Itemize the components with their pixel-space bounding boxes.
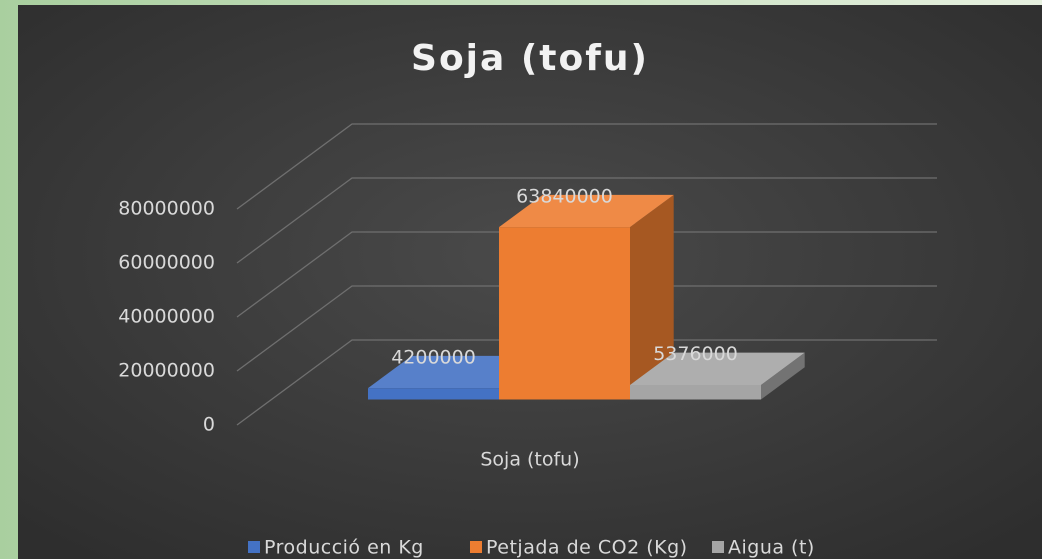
bar-side [630,194,674,400]
grid-line [236,123,937,210]
grid-line [236,285,937,372]
grid-line [236,231,937,318]
y-tick-label: 60000000 [118,252,215,274]
legend-label: Petjada de CO2 (Kg) [486,537,688,559]
data-label: 63840000 [516,185,613,207]
y-tick-label: 40000000 [118,306,215,328]
data-label: 4200000 [391,346,476,368]
bar [499,227,630,400]
legend-marker [470,541,482,553]
data-label: 5376000 [653,343,738,365]
bar [368,388,499,400]
grid-line [236,177,937,264]
bar-side [761,352,805,400]
bar [630,384,761,400]
chart-title: Soja (tofu) [411,38,649,79]
y-tick-label: 20000000 [118,360,215,382]
legend-marker [248,541,260,553]
x-tick-label: Soja (tofu) [480,449,579,471]
legend-label: Producció en Kg [264,537,424,559]
bar-top [630,352,805,385]
legend-label: Aigua (t) [728,537,815,559]
bar-top [499,194,674,228]
legend-marker [712,541,724,553]
y-tick-label: 80000000 [118,198,215,220]
grid-line [236,339,937,426]
y-tick-label: 0 [203,414,215,436]
